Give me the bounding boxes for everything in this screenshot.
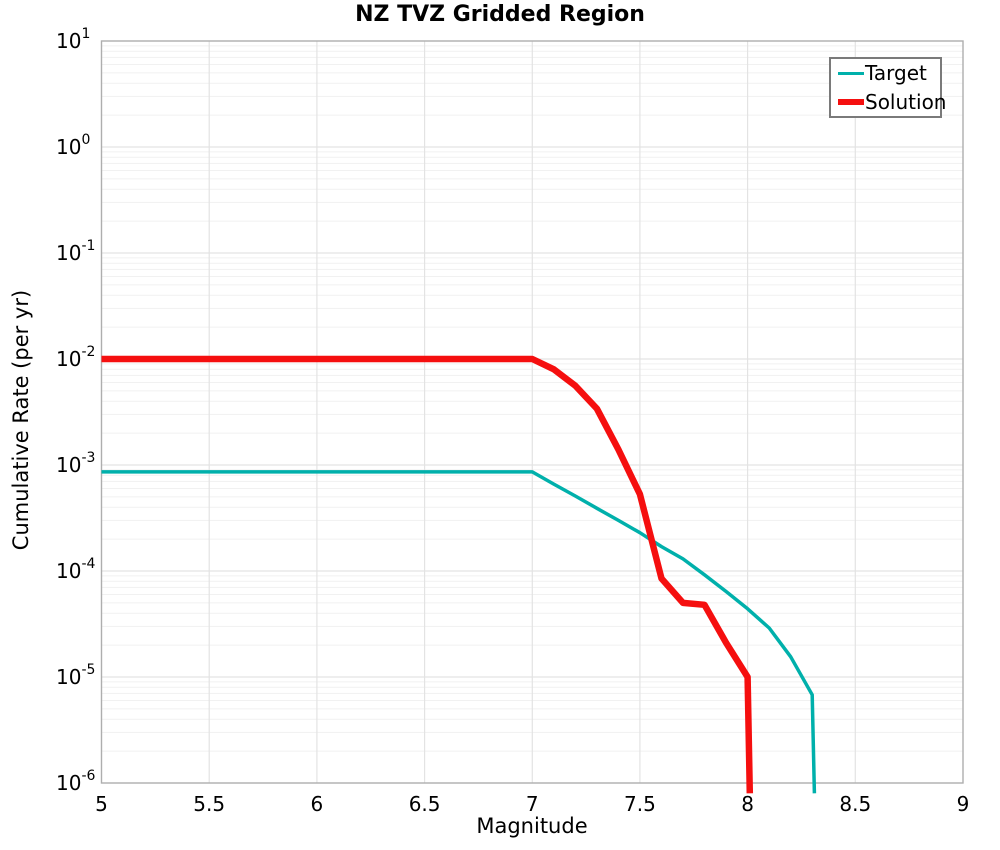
x-tick-label: 9: [957, 792, 970, 816]
y-tick-label: 100: [56, 132, 90, 159]
legend: Target Solution: [829, 57, 946, 118]
target-line-swatch: [838, 71, 864, 75]
legend-item-solution: Solution: [838, 88, 946, 117]
y-axis-label: Cumulative Rate (per yr): [9, 289, 33, 551]
y-tick-label: 10-5: [56, 662, 95, 689]
x-tick-label: 8.5: [839, 792, 871, 816]
series-line-target: [101, 470, 817, 794]
legend-item-target: Target: [838, 59, 940, 88]
x-axis-label: Magnitude: [476, 814, 588, 838]
chart-title: NZ TVZ Gridded Region: [355, 2, 645, 27]
x-tick-label: 5: [95, 792, 108, 816]
x-tick-label: 7.5: [624, 792, 656, 816]
y-tick-label: 10-1: [56, 238, 95, 265]
y-tick-label: 10-6: [56, 768, 96, 795]
legend-label-target: Target: [865, 61, 927, 86]
x-tick-label: 6.5: [409, 792, 441, 816]
y-tick-label: 10-2: [56, 344, 95, 371]
y-tick-label: 10-3: [56, 450, 95, 477]
x-tick-label: 5.5: [193, 792, 225, 816]
solution-line-swatch: [838, 98, 864, 105]
x-tick-label: 8: [741, 792, 754, 816]
legend-label-solution: Solution: [865, 89, 947, 114]
y-tick-label: 10-4: [56, 556, 96, 583]
series-line-solution: [101, 355, 754, 794]
y-tick-label: 101: [56, 26, 90, 53]
x-tick-label: 7: [526, 792, 539, 816]
x-tick-label: 6: [311, 792, 324, 816]
